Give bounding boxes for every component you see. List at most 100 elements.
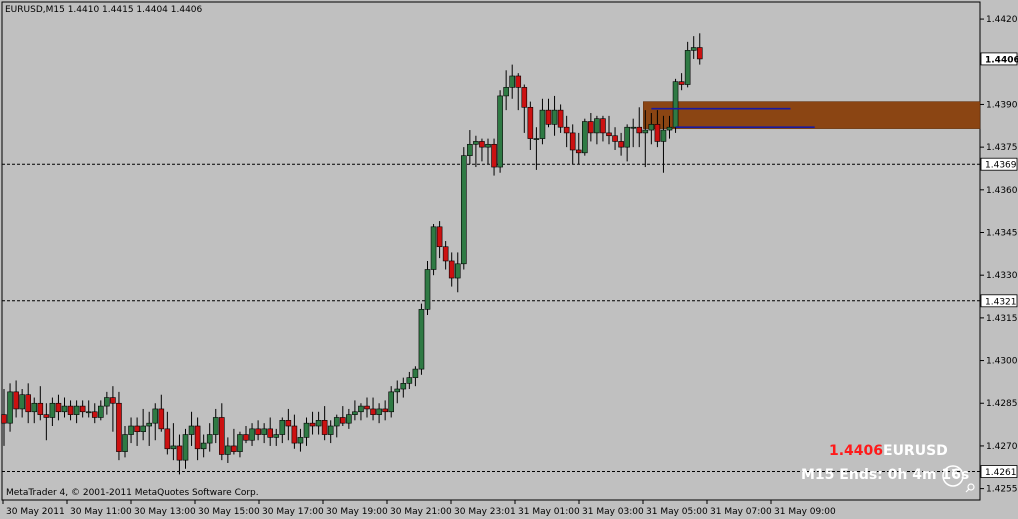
candle-body [146, 422, 152, 427]
candle-body [600, 118, 606, 134]
hud-bar-timer: M15 Ends: 0h 4m 16s [801, 467, 970, 483]
x-tick-label: 31 May 01:00 [518, 507, 580, 517]
x-tick-label: 30 May 15:00 [198, 507, 260, 517]
candle-body [473, 141, 479, 145]
candle-body [231, 445, 237, 452]
candle-body [98, 405, 104, 418]
candle-body [654, 124, 661, 142]
y-tick-label: 1.4375 [986, 143, 1018, 153]
candle-body [219, 417, 225, 455]
candle-body [406, 377, 413, 384]
candle-body [140, 425, 146, 433]
symbol-info-label: EURUSD,M15 1.4410 1.4415 1.4404 1.4406 [5, 5, 203, 15]
candle-body [515, 75, 522, 88]
candle-body [73, 405, 80, 415]
candle-body [412, 368, 419, 378]
y-tick-label: 1.4420 [986, 15, 1018, 25]
y-tick-label: 1.4330 [986, 271, 1018, 281]
copyright-label: MetaTrader 4, © 2001-2011 MetaQuotes Sof… [6, 488, 259, 498]
y-tick-label: 1.4390 [986, 100, 1018, 110]
candle-body [382, 408, 388, 413]
x-tick-label: 30 May 23:01 [454, 507, 516, 517]
candle-body [291, 425, 298, 444]
price-label: 1.4321 [985, 297, 1017, 307]
price-label-box [980, 52, 1018, 66]
x-tick-label: 30 May 2011 [6, 507, 65, 517]
candle-body [606, 132, 612, 137]
price-label-box [980, 465, 1018, 478]
candle-body [116, 402, 122, 452]
candle-body [436, 226, 443, 248]
candle-body [327, 425, 334, 435]
candle-body [182, 434, 189, 461]
candle-body [200, 442, 207, 450]
candle-body [261, 428, 267, 435]
candle-body [152, 408, 159, 424]
candle-body [690, 47, 697, 51]
y-tick-label: 1.4315 [986, 314, 1018, 324]
price-label: 1.4369 [985, 161, 1017, 171]
candle-body [13, 391, 19, 410]
candle-body [128, 425, 134, 435]
candle-body [315, 420, 322, 427]
candle-body [563, 126, 570, 134]
y-tick-label: 1.4345 [986, 229, 1018, 239]
candle-body [31, 402, 38, 413]
hud-current-price: 1.4406 [829, 443, 884, 459]
candle-body [569, 132, 576, 151]
candle-body [188, 425, 195, 435]
clock-icon [942, 465, 964, 487]
candle-body [630, 126, 637, 129]
y-tick-label: 1.4360 [986, 186, 1018, 196]
candle-body [678, 81, 685, 85]
y-tick-label: 1.4270 [986, 442, 1018, 452]
candle-body [309, 422, 316, 427]
candle-body [642, 129, 649, 134]
x-tick-label: 30 May 21:00 [390, 507, 452, 517]
candle-body [448, 260, 455, 279]
candle-body [7, 391, 13, 424]
candle-body [194, 425, 201, 450]
candle-body [158, 408, 165, 430]
candle-body [581, 121, 588, 154]
candle-body [170, 445, 177, 450]
candle-body [206, 434, 213, 444]
candle-body [612, 135, 618, 142]
candle-body [279, 420, 286, 435]
candle-body [485, 143, 491, 148]
candle-body [551, 109, 558, 125]
supply-zone [643, 101, 981, 129]
candle-body [37, 402, 44, 415]
y-tick-label: 1.4255 [986, 485, 1018, 495]
candle-body [672, 81, 679, 128]
candle-body [503, 87, 509, 97]
candle-body [346, 414, 352, 424]
candle-body [55, 402, 62, 413]
candle-body [321, 420, 328, 435]
candle-body [122, 434, 128, 452]
candle-body [110, 397, 116, 404]
price-label-box [980, 157, 1018, 171]
candle-body [684, 50, 691, 85]
candle-body [527, 106, 534, 139]
candle-body [352, 411, 358, 415]
candle-body [388, 391, 395, 413]
x-tick-label: 31 May 09:00 [774, 507, 836, 517]
price-label: 1.4261 [985, 468, 1017, 478]
pin-icon [965, 483, 975, 493]
candle-body [358, 405, 364, 413]
candle-body [297, 437, 304, 444]
candle-body [509, 75, 516, 88]
candle-body [255, 428, 261, 435]
candle-body [303, 422, 310, 438]
candle-body [660, 129, 667, 142]
candle-body [104, 397, 110, 407]
candle-body [545, 109, 552, 125]
candle-body [237, 434, 243, 452]
candle-body [594, 118, 600, 134]
candle-body [333, 417, 340, 427]
candle-body [394, 388, 401, 393]
price-label-box [980, 294, 1018, 308]
y-tick-label: 1.4285 [986, 399, 1018, 409]
